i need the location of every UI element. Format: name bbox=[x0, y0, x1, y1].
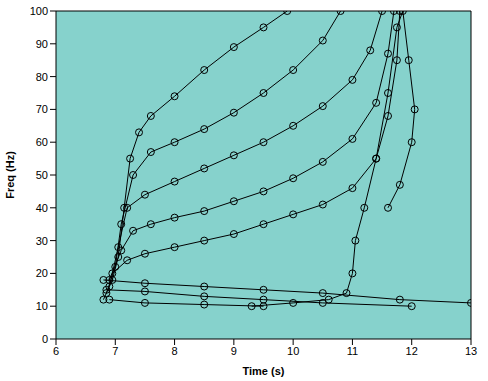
svg-text:Freq (Hz): Freq (Hz) bbox=[4, 151, 16, 199]
svg-text:50: 50 bbox=[36, 169, 48, 181]
svg-text:40: 40 bbox=[36, 202, 48, 214]
svg-text:70: 70 bbox=[36, 103, 48, 115]
svg-text:20: 20 bbox=[36, 267, 48, 279]
svg-text:Time (s): Time (s) bbox=[243, 365, 285, 377]
svg-text:80: 80 bbox=[36, 71, 48, 83]
svg-text:90: 90 bbox=[36, 38, 48, 50]
svg-text:100: 100 bbox=[30, 5, 48, 17]
svg-text:30: 30 bbox=[36, 235, 48, 247]
svg-text:0: 0 bbox=[42, 333, 48, 345]
svg-text:10: 10 bbox=[36, 300, 48, 312]
svg-text:7: 7 bbox=[112, 345, 118, 357]
svg-text:13: 13 bbox=[465, 345, 477, 357]
svg-text:9: 9 bbox=[231, 345, 237, 357]
svg-text:6: 6 bbox=[53, 345, 59, 357]
svg-text:11: 11 bbox=[347, 345, 358, 357]
svg-text:8: 8 bbox=[172, 345, 178, 357]
svg-text:10: 10 bbox=[287, 345, 299, 357]
svg-text:12: 12 bbox=[406, 345, 418, 357]
svg-text:60: 60 bbox=[36, 136, 48, 148]
